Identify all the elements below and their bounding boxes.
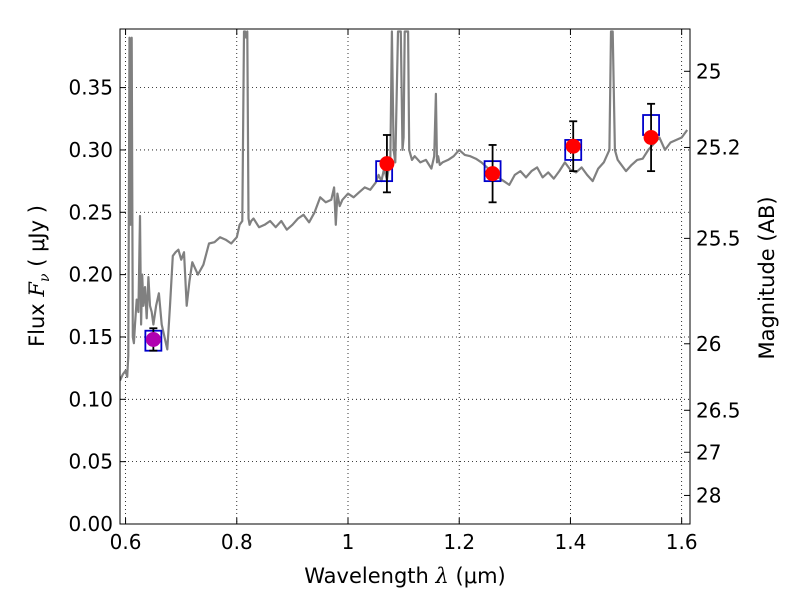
data-point [565, 138, 581, 154]
y-tick-label: 0.00 [68, 512, 113, 536]
x-tick-label: 0.6 [110, 530, 142, 554]
data-point [643, 129, 659, 145]
y-axis-label: Flux Fν ( μJy ) [25, 205, 53, 347]
x-tick-label: 1.2 [443, 530, 475, 554]
y-tick-label: 0.20 [68, 263, 113, 287]
y2-tick-label: 28 [696, 483, 721, 507]
y2-tick-label: 25.5 [696, 226, 741, 250]
y2-tick-label: 25.2 [696, 135, 741, 159]
series-layer [120, 30, 689, 382]
data-point [379, 156, 395, 172]
y-tick-label: 0.10 [68, 387, 113, 411]
y-tick-label: 0.35 [68, 76, 113, 100]
x-tick-label: 1 [342, 530, 355, 554]
y-tick-label: 0.30 [68, 138, 113, 162]
data-point [145, 331, 161, 347]
plot-area [120, 29, 690, 524]
plot-frame [119, 28, 691, 525]
y-tick-label: 0.25 [68, 200, 113, 224]
y2-tick-label: 25 [696, 59, 721, 83]
y2-tick-label: 27 [696, 440, 721, 464]
data-point [485, 166, 501, 182]
y-tick-label: 0.15 [68, 325, 113, 349]
y2-tick-label: 26.5 [696, 398, 741, 422]
x-tick-label: 1.6 [666, 530, 698, 554]
y-tick-label: 0.05 [68, 450, 113, 474]
ticks: 0.6 0.8 1 1.2 1.4 1.6 0.00 0.05 0.10 0.15 0.20 0.25… [68, 29, 741, 554]
x-axis-label: Wavelength λ (μm) [304, 564, 505, 588]
spectrum-line [120, 30, 689, 382]
y2-tick-label: 26 [696, 332, 721, 356]
x-tick-label: 0.8 [221, 530, 253, 554]
y2-axis-label: Magnitude (AB) [755, 196, 779, 359]
x-tick-label: 1.4 [555, 530, 587, 554]
